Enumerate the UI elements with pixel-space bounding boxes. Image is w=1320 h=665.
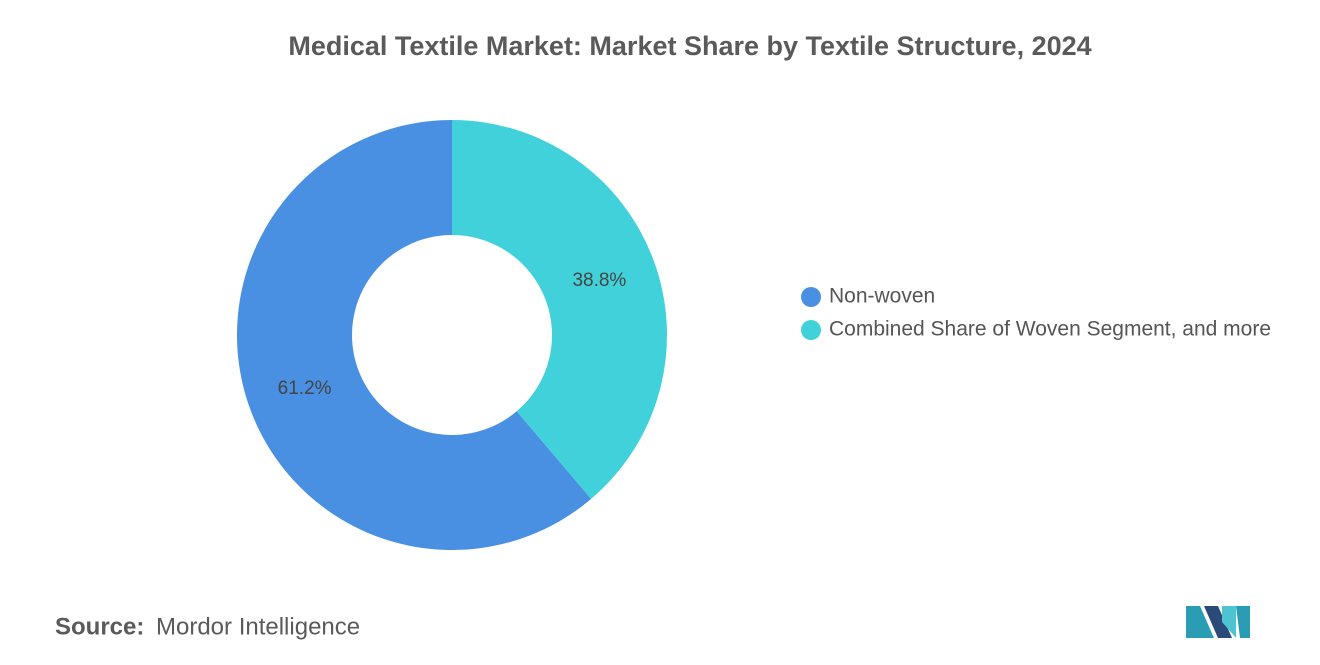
legend-label: Non-woven: [829, 285, 935, 308]
source-label: Source:: [55, 613, 144, 640]
data-label: 38.8%: [572, 270, 626, 291]
legend-label: Combined Share of Woven Segment, and mor…: [829, 318, 1271, 341]
slice: [236, 120, 592, 550]
slice: [452, 120, 667, 499]
legend-swatch: [801, 320, 821, 340]
legend-swatch: [801, 287, 821, 307]
source-text: Mordor Intelligence: [156, 613, 360, 640]
logo: [1186, 606, 1250, 638]
chart-title: Medical Textile Market: Market Share by …: [288, 31, 1091, 61]
data-label: 61.2%: [278, 378, 332, 399]
